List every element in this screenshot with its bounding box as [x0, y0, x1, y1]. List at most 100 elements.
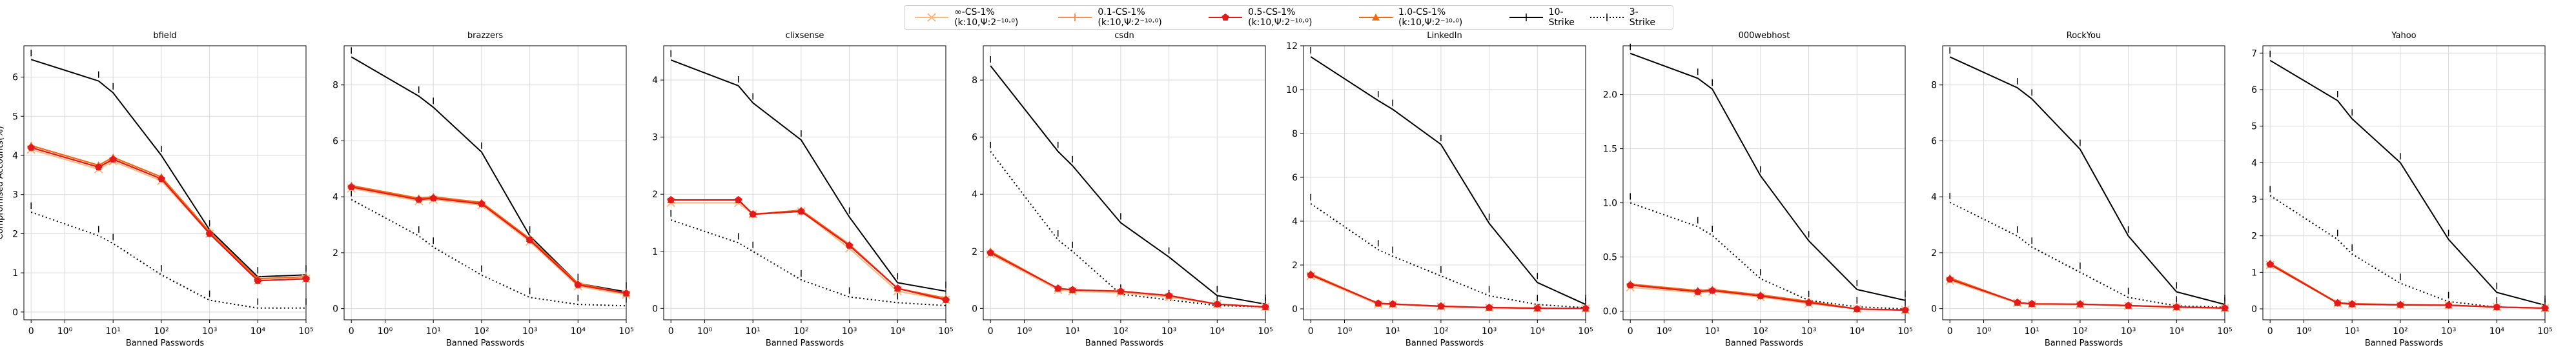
y-tick-label: 3 [652, 133, 658, 143]
x-tick-label: 10⁴ [2489, 326, 2505, 337]
x-tick-label: 10² [2393, 326, 2407, 337]
data-point [1437, 302, 1445, 310]
data-point [2348, 300, 2356, 308]
x-tick-label: 10² [793, 326, 808, 337]
series-line [1310, 202, 1586, 309]
y-tick-label: 3 [12, 190, 18, 201]
panel-title: brazzers [467, 31, 504, 41]
legend-item: 0.1-CS-1%(k:10,Ψ:2⁻¹⁰·⁰) [1057, 7, 1207, 28]
data-point [205, 230, 214, 237]
y-tick-label: 0 [12, 308, 18, 318]
chart-panel: RockYou 0 2 4 6 8 0 10⁰ 10¹ 10² 10³ 10⁴ 10⁵ Banned Pa… [1931, 31, 2233, 348]
y-tick-label: 1 [652, 247, 658, 257]
x-tick-label: 10⁰ [1657, 326, 1672, 337]
data-point [95, 163, 103, 171]
data-point [1853, 305, 1861, 313]
y-tick-label: 0 [1931, 304, 1937, 315]
y-tick-label: 1.5 [1603, 144, 1617, 155]
x-tick-label: 10⁰ [1337, 326, 1353, 337]
chart-panel: brazzers 0 2 4 6 8 0 10⁰ 10¹ 10² 10³ 10⁴ 10⁵ Banned P… [332, 31, 634, 348]
y-tick-label: 4 [1931, 192, 1937, 202]
data-point [986, 249, 994, 256]
y-tick-label: 6 [12, 73, 18, 83]
data-point [2124, 301, 2132, 309]
x-tick-label: 10⁰ [2296, 326, 2312, 337]
legend-label: 0.1-CS-1%(k:10,Ψ:2⁻¹⁰·⁰) [1098, 7, 1162, 28]
x-tick-label: 10⁵ [938, 326, 953, 337]
y-tick-label: 2 [2251, 231, 2257, 242]
data-point [1054, 284, 1062, 292]
data-point [574, 280, 582, 288]
y-tick-label: 2 [652, 190, 658, 200]
plot-frame [983, 45, 1266, 320]
series-line [990, 252, 1266, 308]
x-tick-label: 10¹ [2344, 326, 2359, 337]
x-tick-label: 10⁴ [571, 326, 586, 337]
data-point [1582, 304, 1590, 312]
data-point [622, 289, 630, 297]
x-tick-label: 10¹ [1704, 326, 1719, 337]
x-axis-label: Banned Passwords [766, 339, 844, 348]
data-point [1901, 306, 1909, 313]
x-tick-label: 10⁴ [890, 326, 906, 337]
y-tick-label: 0.5 [1603, 253, 1617, 263]
y-tick-label: 8 [1292, 129, 1298, 139]
data-point [894, 284, 901, 292]
x-tick-label: 10⁰ [1017, 326, 1032, 337]
plot-frame [1303, 45, 1586, 320]
x-tick-label: 10¹ [1385, 326, 1400, 337]
y-tick-label: 8 [972, 75, 977, 86]
data-point [2266, 260, 2274, 268]
chart-panel: csdn 0 2 4 6 8 0 10⁰ 10¹ 10² 10³ 10⁴ 10⁵ Banned Passw… [972, 31, 1273, 348]
data-point [254, 277, 261, 284]
data-point [2172, 303, 2180, 310]
y-tick-label: 6 [1292, 173, 1298, 183]
plot-frame [343, 45, 627, 320]
legend-item: ∞-CS-1%(k:10,Ψ:2⁻¹⁰·⁰) [914, 7, 1057, 28]
x-tick-label: 10³ [842, 326, 857, 337]
data-point [27, 143, 35, 151]
series-line [2269, 59, 2546, 306]
legend-swatch [1509, 14, 1543, 21]
data-point [845, 241, 854, 249]
legend-label: 0.5-CS-1%(k:10,Ψ:2⁻¹⁰·⁰) [1248, 7, 1313, 28]
x-axis-label: Banned Passwords [446, 339, 524, 348]
y-tick-label: 4 [332, 192, 338, 202]
y-tick-label: 12 [1286, 41, 1298, 52]
legend-label: 3-Strike [1629, 7, 1655, 28]
data-point [1708, 286, 1716, 294]
series-line [990, 250, 1266, 308]
y-tick-label: 0 [2251, 304, 2257, 315]
y-tick-label: 8 [1931, 81, 1937, 91]
series-line [990, 151, 1266, 308]
data-point [1213, 300, 1221, 308]
y-tick-label: 0 [1292, 304, 1298, 315]
plot-frame [1942, 45, 2225, 320]
x-tick-label: 10² [1753, 326, 1768, 337]
y-tick-label: 0.0 [1603, 307, 1617, 317]
panel-title: LinkedIn [1427, 31, 1462, 41]
y-tick-label: 6 [332, 136, 338, 146]
x-tick-label: 10⁵ [1578, 326, 1593, 337]
series-line [990, 253, 1266, 308]
series-line [1630, 52, 1906, 301]
x-tick-label: 10³ [522, 326, 537, 337]
data-point [2014, 299, 2021, 306]
y-tick-label: 2 [1931, 248, 1937, 259]
x-axis-label: Banned Passwords [1725, 339, 1803, 348]
y-tick-label: 1 [2251, 268, 2257, 278]
data-point [2493, 303, 2500, 310]
chart-panel: bfield 0 1 2 3 4 5 6 0 10⁰ 10¹ 10² 10³ 10⁴ 10⁵ Banned P… [0, 31, 314, 348]
panel-title: bfield [153, 31, 176, 41]
series-line [670, 59, 946, 292]
x-axis-label: Banned Passwords [1085, 339, 1163, 348]
x-tick-label: 10⁵ [298, 326, 313, 337]
panel-title: 000webhost [1739, 31, 1790, 41]
data-point [478, 200, 486, 207]
data-point [415, 195, 423, 203]
x-tick-label: 10⁰ [57, 326, 73, 337]
data-point [1626, 281, 1634, 289]
series-line [670, 219, 946, 306]
data-point [735, 196, 742, 203]
